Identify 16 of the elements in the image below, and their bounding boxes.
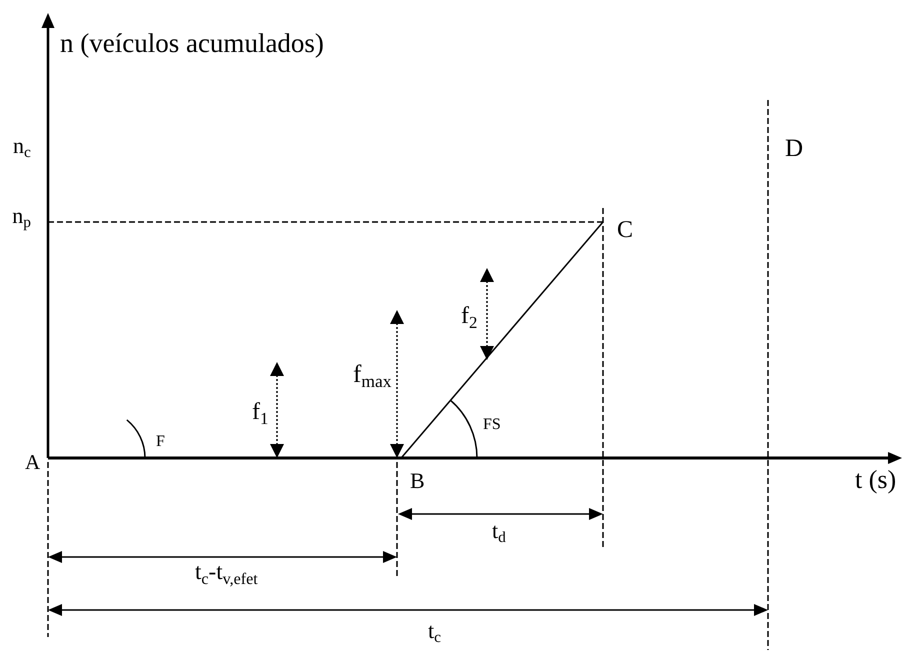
text: D bbox=[785, 135, 804, 162]
text: n$_{c}$ bbox=[13, 132, 31, 162]
annotation: f$_{2}$ bbox=[461, 302, 478, 332]
text: t$_{d}$ bbox=[492, 518, 506, 546]
annotation: FS bbox=[483, 416, 501, 433]
annotation: F bbox=[156, 432, 165, 450]
text: n (veículos acumulados) bbox=[60, 28, 324, 58]
text: A bbox=[25, 450, 40, 474]
text: t$_{c}$ bbox=[428, 618, 441, 646]
text: B bbox=[410, 468, 425, 493]
text: C bbox=[617, 216, 634, 243]
text: t (s) bbox=[855, 465, 896, 494]
annotation: f$_{max}$ bbox=[353, 361, 392, 392]
ref-line-label: n$_{p}$ bbox=[12, 202, 31, 232]
annotation: f$_{1}$ bbox=[252, 398, 268, 428]
text: t$_{c}$-t$_{v,efet}$ bbox=[195, 558, 258, 588]
